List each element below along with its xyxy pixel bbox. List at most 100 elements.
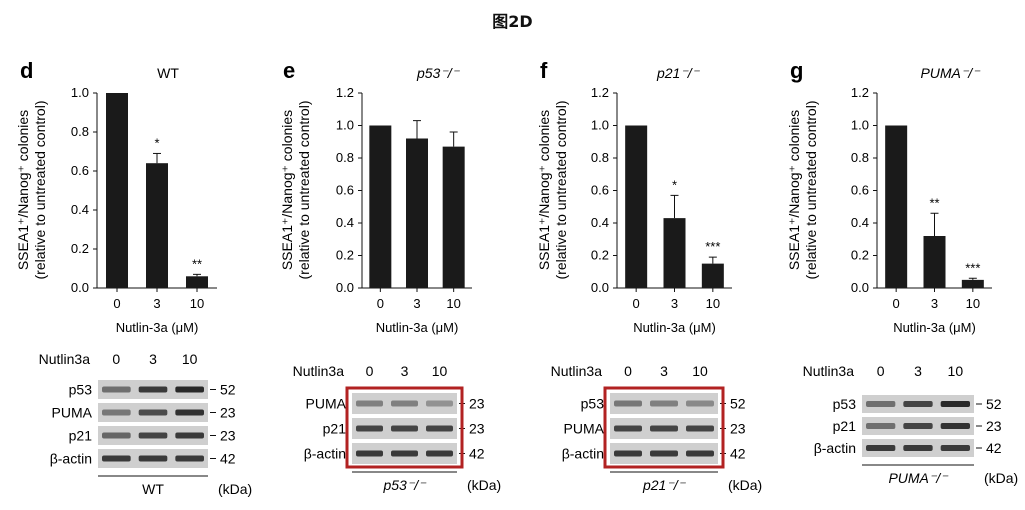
dose-label: 0: [624, 363, 632, 379]
band: [102, 386, 131, 393]
chart-title: WT: [157, 65, 179, 81]
band: [650, 450, 678, 457]
genotype-label: p53⁻/⁻: [382, 477, 427, 493]
dose-label: 10: [432, 363, 448, 379]
x-axis-label: Nutlin-3a (μM): [893, 320, 976, 335]
band: [686, 400, 714, 407]
band: [866, 401, 896, 407]
band: [356, 400, 383, 407]
x-tick-label: 3: [153, 296, 160, 311]
y-tick-label: 0.2: [71, 241, 89, 256]
y-axis-label-line1: SSEA1⁺/Nanog⁺ colonies: [279, 110, 295, 270]
kda-unit-label: (kDa): [467, 477, 501, 493]
band: [426, 450, 453, 457]
band: [650, 400, 678, 407]
chart-title: p21⁻/⁻: [656, 65, 701, 81]
band: [102, 409, 131, 416]
kda-value: 23: [469, 421, 485, 437]
y-tick-label: 1.2: [591, 85, 609, 100]
significance-label: ***: [965, 260, 980, 275]
dose-label: 3: [660, 363, 668, 379]
kda-value: 52: [986, 396, 1002, 412]
band: [903, 423, 933, 429]
blot-f: Nutlin3a 0 3 10 p53 52 PUMA 23 β-actin 42 p21⁻/⁻ (k…: [551, 363, 763, 493]
band: [686, 425, 714, 432]
highlight-box: [603, 386, 725, 469]
blot-g: Nutlin3a 0 3 10 p53 52 p21 23 β-actin 42 PUMA⁻/⁻ (k…: [803, 363, 1019, 486]
y-tick-label: 1.0: [851, 118, 869, 133]
band: [102, 432, 131, 439]
treatment-label: Nutlin3a: [293, 363, 345, 379]
chart-title: PUMA⁻/⁻: [920, 65, 981, 81]
genotype-label: PUMA⁻/⁻: [888, 470, 949, 486]
y-tick-label: 1.2: [336, 85, 354, 100]
x-tick-label: 3: [931, 296, 938, 311]
significance-label: ***: [705, 239, 720, 254]
x-tick-label: 10: [966, 296, 980, 311]
kda-value: 42: [730, 446, 746, 462]
kda-value: 52: [730, 396, 746, 412]
kda-value: 23: [986, 418, 1002, 434]
significance-label: **: [192, 256, 202, 271]
kda-value: 52: [220, 382, 236, 398]
y-tick-label: 0.0: [71, 280, 89, 295]
band: [175, 386, 204, 393]
band: [138, 409, 168, 416]
y-tick-label: 0.6: [851, 183, 869, 198]
band: [866, 445, 896, 451]
y-tick-label: 0.6: [71, 163, 89, 178]
band: [356, 450, 383, 457]
blot-strip-PUMA: [352, 393, 457, 414]
y-tick-label: 0.0: [591, 280, 609, 295]
bar-0: [369, 125, 392, 288]
y-tick-label: 1.0: [336, 118, 354, 133]
y-axis-label-line2: (relative to untreated control): [553, 101, 569, 280]
bar-10: [442, 146, 465, 288]
band: [903, 401, 933, 407]
x-axis-label: Nutlin-3a (μM): [376, 320, 459, 335]
treatment-label: Nutlin3a: [551, 363, 603, 379]
bar-3: [146, 163, 168, 288]
band: [356, 425, 383, 432]
bar-0: [106, 93, 128, 288]
treatment-label: Nutlin3a: [803, 363, 855, 379]
dose-label: 10: [692, 363, 708, 379]
y-tick-label: 0.6: [591, 183, 609, 198]
protein-label: p21: [833, 418, 857, 434]
panel-g: g PUMA⁻/⁻ SSEA1⁺/Nanog⁺ colonies (relative …: [786, 58, 992, 335]
protein-label: p21: [69, 428, 93, 444]
x-tick-label: 0: [893, 296, 900, 311]
band: [940, 423, 970, 429]
x-tick-label: 10: [446, 296, 460, 311]
band: [426, 425, 453, 432]
dose-label: 0: [112, 351, 120, 367]
y-tick-label: 1.0: [71, 85, 89, 100]
significance-label: *: [672, 177, 677, 192]
y-tick-label: 0.8: [336, 150, 354, 165]
x-tick-label: 10: [706, 296, 720, 311]
band: [940, 445, 970, 451]
blot-d: Nutlin3a 0 3 10 p53 52 PUMA 23 p21 23 β-actin 42 WT (…: [39, 351, 253, 497]
band: [138, 386, 168, 393]
blot-e: Nutlin3a 0 3 10 PUMA 23 p21 23 β-actin 42 p53⁻/⁻ (k…: [293, 363, 502, 493]
y-tick-label: 0.6: [336, 183, 354, 198]
kda-value: 23: [730, 421, 746, 437]
y-tick-label: 0.8: [71, 124, 89, 139]
bar-3: [923, 236, 946, 288]
protein-label: p21: [323, 421, 347, 437]
y-axis-label-line2: (relative to untreated control): [32, 101, 48, 280]
band: [138, 455, 168, 462]
band: [426, 400, 453, 407]
bar-10: [961, 279, 984, 288]
chart-title: p53⁻/⁻: [416, 65, 461, 81]
kda-unit-label: (kDa): [218, 481, 252, 497]
band: [391, 425, 418, 432]
y-axis-label-line2: (relative to untreated control): [803, 101, 819, 280]
bar-0: [625, 125, 648, 288]
dose-label: 0: [366, 363, 374, 379]
band: [175, 432, 204, 439]
y-tick-label: 0.4: [71, 202, 89, 217]
dose-label: 10: [948, 363, 964, 379]
dose-label: 3: [914, 363, 922, 379]
panel-e: e p53⁻/⁻ SSEA1⁺/Nanog⁺ colonies (relative t…: [279, 58, 472, 335]
